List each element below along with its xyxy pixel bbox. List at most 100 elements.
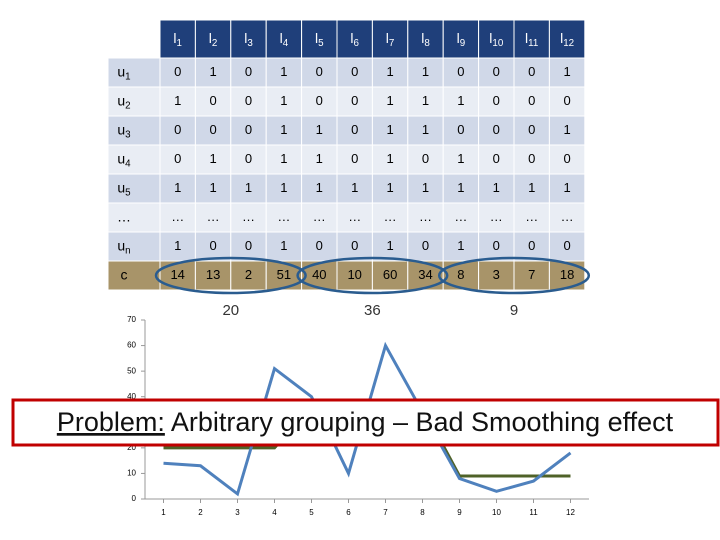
cell bbox=[478, 202, 515, 233]
label-sub: 1 bbox=[125, 71, 130, 82]
label-sub: 2 bbox=[125, 100, 130, 111]
cell-value: 1 bbox=[280, 151, 287, 166]
cell bbox=[194, 260, 232, 291]
cell-value: 18 bbox=[560, 267, 574, 282]
row-label-cell bbox=[107, 231, 161, 262]
cell-value: … bbox=[561, 209, 574, 224]
cell-label: l7 bbox=[386, 30, 395, 49]
cell bbox=[301, 173, 338, 204]
label-sub: 5 bbox=[125, 187, 131, 198]
cell-value: 0 bbox=[351, 93, 358, 108]
cell bbox=[230, 231, 267, 262]
cell bbox=[407, 57, 444, 88]
cell-value: 1 bbox=[457, 93, 464, 108]
cell bbox=[301, 231, 338, 262]
label-main: l bbox=[457, 30, 460, 46]
cell-value: 0 bbox=[174, 64, 181, 79]
x-tick-label: 11 bbox=[529, 508, 538, 517]
cell bbox=[407, 231, 444, 262]
cell-label: u3 bbox=[117, 121, 131, 140]
cell-value: 0 bbox=[174, 151, 181, 166]
cell-value: 1 bbox=[209, 64, 216, 79]
cell bbox=[513, 231, 550, 262]
cell-label: l8 bbox=[421, 30, 430, 49]
cell-value: 0 bbox=[351, 122, 358, 137]
x-tick-label: 3 bbox=[235, 508, 240, 517]
cell-value: 0 bbox=[493, 151, 500, 166]
cell-label: l5 bbox=[315, 30, 324, 49]
banner-message: Arbitrary grouping – Bad Smoothing effec… bbox=[165, 407, 674, 437]
group-sum: 9 bbox=[510, 302, 518, 319]
cell-value: 0 bbox=[563, 151, 570, 166]
cell-value: 3 bbox=[493, 267, 500, 282]
cell-value: 0 bbox=[351, 238, 358, 253]
cell-value: 0 bbox=[528, 238, 535, 253]
banner-box bbox=[11, 398, 720, 447]
y-tick-label: 10 bbox=[127, 469, 136, 478]
cell bbox=[371, 231, 409, 262]
cell-value: 51 bbox=[277, 267, 291, 282]
cell-value: 1 bbox=[280, 180, 287, 195]
label-main: u bbox=[117, 237, 125, 253]
cell bbox=[371, 260, 409, 291]
cell-value: 0 bbox=[528, 64, 535, 79]
cell-value: 0 bbox=[493, 93, 500, 108]
row-label-cell bbox=[107, 260, 161, 291]
header-cell bbox=[194, 19, 232, 59]
cell-label: u5 bbox=[117, 179, 131, 198]
cell-value: … bbox=[313, 209, 326, 224]
cell-label: l1 bbox=[173, 30, 182, 49]
cell-value: 0 bbox=[457, 122, 464, 137]
cell-value: 1 bbox=[493, 180, 500, 195]
cell bbox=[478, 173, 515, 204]
group-oval bbox=[154, 256, 307, 295]
cell-value: 1 bbox=[386, 180, 393, 195]
cell-value: 0 bbox=[316, 93, 323, 108]
cell-value: 1 bbox=[386, 151, 393, 166]
cell-value: 1 bbox=[528, 180, 535, 195]
y-tick-label: 0 bbox=[132, 494, 137, 503]
cell-value: 1 bbox=[386, 122, 393, 137]
x-tick-label: 8 bbox=[420, 508, 425, 517]
cell bbox=[513, 260, 550, 291]
label-sub: 3 bbox=[247, 38, 253, 49]
cell bbox=[301, 86, 338, 117]
label-sub: 6 bbox=[354, 38, 360, 49]
x-tick-label: 6 bbox=[346, 508, 351, 517]
cell-value: 1 bbox=[280, 93, 287, 108]
cell-value: 0 bbox=[351, 64, 358, 79]
cell bbox=[230, 260, 267, 291]
y-tick-label: 50 bbox=[127, 366, 136, 375]
header-cell bbox=[336, 19, 373, 59]
cell-value: 1 bbox=[280, 122, 287, 137]
header-cell bbox=[478, 19, 515, 59]
cell-value: 1 bbox=[457, 180, 464, 195]
cell-value: 2 bbox=[245, 267, 252, 282]
label-sub: 4 bbox=[283, 38, 289, 49]
cell bbox=[230, 86, 267, 117]
cell-value: 0 bbox=[209, 122, 216, 137]
x-tick-label: 9 bbox=[457, 508, 462, 517]
cell-value: 0 bbox=[209, 93, 216, 108]
cell-value: … bbox=[171, 209, 184, 224]
cell-value: 1 bbox=[174, 238, 181, 253]
cell bbox=[230, 144, 267, 175]
label-main: l bbox=[489, 30, 492, 46]
cell-value: 0 bbox=[174, 122, 181, 137]
y-tick-label: 60 bbox=[127, 341, 136, 350]
cell-value: 14 bbox=[170, 267, 184, 282]
label-main: l bbox=[280, 30, 283, 46]
cell-value: 1 bbox=[316, 122, 323, 137]
cell bbox=[159, 202, 196, 233]
label-main: u bbox=[117, 63, 125, 79]
cell bbox=[265, 231, 303, 262]
cell bbox=[159, 173, 196, 204]
cell bbox=[371, 173, 409, 204]
cell-value: 0 bbox=[245, 122, 252, 137]
row-label-cell bbox=[107, 115, 161, 146]
cell bbox=[301, 57, 338, 88]
cell-label: c bbox=[121, 266, 128, 282]
cell-value: 1 bbox=[386, 64, 393, 79]
row-label-cell bbox=[107, 144, 161, 175]
y-tick-label: 20 bbox=[127, 443, 136, 452]
